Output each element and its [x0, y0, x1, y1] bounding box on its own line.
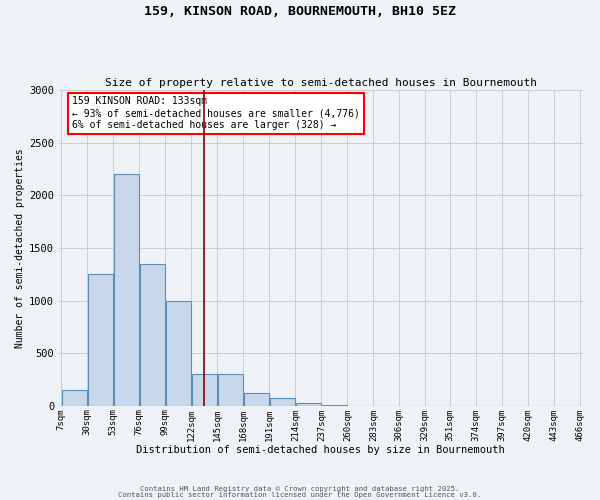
Bar [296, 402, 321, 406]
Bar [113, 174, 139, 406]
Text: 159, KINSON ROAD, BOURNEMOUTH, BH10 5EZ: 159, KINSON ROAD, BOURNEMOUTH, BH10 5EZ [144, 5, 456, 18]
Bar [269, 398, 295, 406]
Text: Contains HM Land Registry data © Crown copyright and database right 2025.
Contai: Contains HM Land Registry data © Crown c… [118, 486, 482, 498]
Bar [191, 374, 217, 406]
Bar [62, 390, 87, 406]
Bar [218, 374, 243, 406]
Y-axis label: Number of semi-detached properties: Number of semi-detached properties [15, 148, 25, 348]
Bar [88, 274, 113, 406]
Bar [166, 300, 191, 406]
Title: Size of property relative to semi-detached houses in Bournemouth: Size of property relative to semi-detach… [105, 78, 537, 88]
Text: 159 KINSON ROAD: 133sqm
← 93% of semi-detached houses are smaller (4,776)
6% of : 159 KINSON ROAD: 133sqm ← 93% of semi-de… [72, 96, 360, 130]
X-axis label: Distribution of semi-detached houses by size in Bournemouth: Distribution of semi-detached houses by … [136, 445, 505, 455]
Bar [140, 264, 165, 406]
Bar [244, 393, 269, 406]
